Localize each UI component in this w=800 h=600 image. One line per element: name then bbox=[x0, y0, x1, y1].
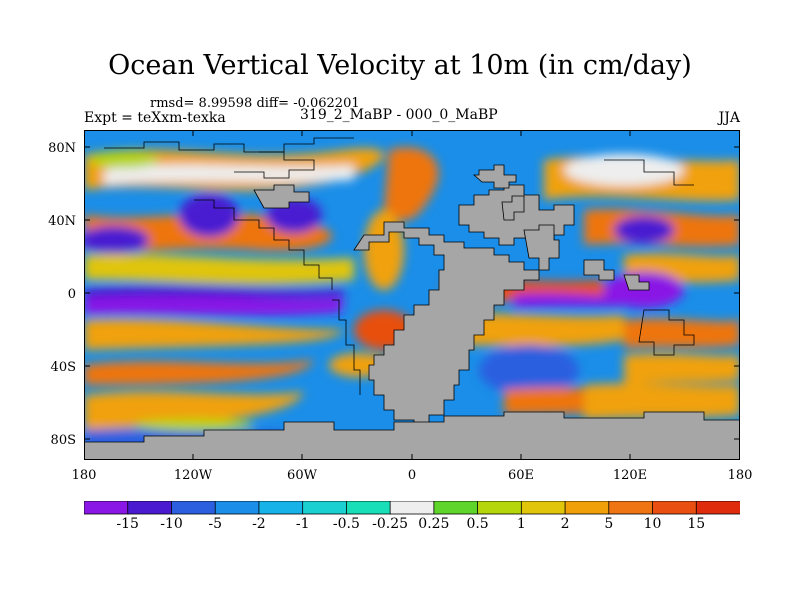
velocity-map bbox=[84, 130, 740, 460]
colorbar-swatch bbox=[564, 501, 610, 515]
colorbar-swatch bbox=[695, 501, 740, 515]
experiment-label: Expt = teXxm-texka bbox=[84, 110, 226, 126]
colorbar-swatch bbox=[258, 501, 304, 515]
colorbar-label: -0.5 bbox=[332, 516, 360, 532]
colorbar-label: -0.25 bbox=[372, 516, 409, 532]
colorbar-swatch bbox=[214, 501, 260, 515]
lon-tick-120w: 120W bbox=[173, 468, 213, 483]
colorbar-swatch bbox=[389, 501, 435, 515]
colorbar-label: 5 bbox=[604, 516, 614, 532]
colorbar bbox=[84, 501, 740, 515]
ocean-field bbox=[84, 130, 740, 460]
lon-tick-180e: 180 bbox=[727, 468, 753, 483]
colorbar-swatch bbox=[345, 501, 392, 515]
colorbar-label: 15 bbox=[687, 516, 706, 532]
colorbar-swatch bbox=[127, 501, 173, 515]
colorbar-label: 1 bbox=[516, 516, 526, 532]
case-label: 319_2_MaBP - 000_0_MaBP bbox=[300, 107, 498, 123]
lat-tick-0: 0 bbox=[67, 287, 76, 302]
lat-tick-80n: 80N bbox=[48, 141, 76, 156]
colorbar-label: -5 bbox=[208, 516, 222, 532]
lon-tick-60w: 60W bbox=[287, 468, 317, 483]
colorbar-swatch bbox=[433, 501, 479, 515]
colorbar-swatch bbox=[302, 501, 348, 515]
colorbar-label: -2 bbox=[252, 516, 266, 532]
lat-tick-40s: 40S bbox=[50, 360, 76, 375]
colorbar-label: 0.25 bbox=[418, 516, 450, 532]
colorbar-label: 0.5 bbox=[466, 516, 489, 532]
lon-tick-60e: 60E bbox=[507, 468, 535, 483]
season-label: JJA bbox=[718, 110, 740, 126]
map-title: Ocean Vertical Velocity at 10m (in cm/da… bbox=[108, 50, 692, 81]
colorbar-swatch bbox=[84, 501, 129, 515]
colorbar-label: -15 bbox=[116, 516, 139, 532]
colorbar-swatch bbox=[608, 501, 654, 515]
coastlines bbox=[104, 137, 695, 395]
lon-tick-0: 0 bbox=[407, 468, 417, 483]
colorbar-label: 10 bbox=[643, 516, 662, 532]
colorbar-label: -1 bbox=[295, 516, 310, 532]
land-masses bbox=[84, 164, 740, 460]
colorbar-swatch bbox=[477, 501, 523, 515]
lon-tick-180w: 180 bbox=[71, 468, 97, 483]
colorbar-swatch bbox=[171, 501, 217, 515]
stats-label: rmsd= 8.99598 diff= -0.062201 bbox=[150, 96, 360, 111]
axis-ticks bbox=[84, 130, 740, 460]
colorbar-swatch bbox=[652, 501, 698, 515]
colorbar-label: 2 bbox=[560, 516, 570, 532]
lat-tick-80s: 80S bbox=[50, 433, 76, 448]
lon-tick-120e: 120E bbox=[612, 468, 648, 483]
colorbar-label: -10 bbox=[160, 516, 183, 532]
colorbar-swatch bbox=[520, 501, 566, 515]
lat-tick-40n: 40N bbox=[48, 214, 76, 229]
